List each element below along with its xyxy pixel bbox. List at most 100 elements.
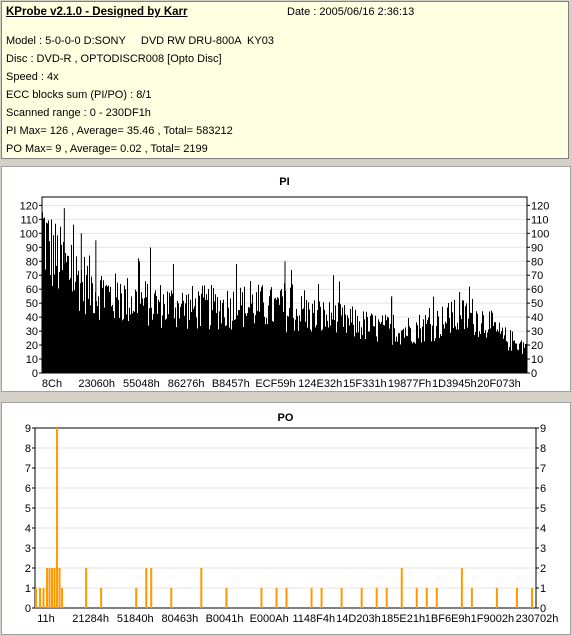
pi-bar-271 (313, 312, 314, 373)
pi-bar-214 (256, 292, 257, 373)
pi-bar-113 (155, 290, 156, 373)
pi-bar-372 (414, 342, 415, 373)
pi-bar-81 (123, 319, 124, 373)
pi-bar-303 (345, 314, 346, 373)
pi-bar-435 (477, 313, 478, 373)
pi-bar-254 (296, 308, 297, 373)
pi-bar-141 (183, 300, 184, 373)
pi-bar-34 (76, 256, 77, 373)
pi-bar-62 (104, 307, 105, 373)
pi-bar-108 (150, 247, 151, 373)
pi-bar-293 (335, 305, 336, 373)
pi-bar-33 (75, 281, 76, 373)
po-xtick-8: 185E21h (381, 613, 425, 625)
pi-bar-249 (291, 269, 292, 373)
pi-bar-442 (484, 333, 485, 373)
pi-bar-101 (143, 305, 144, 373)
pi-bar-184 (226, 325, 227, 373)
pi-bar-295 (337, 321, 338, 373)
pi-bar-426 (468, 318, 469, 373)
pi-bar-238 (280, 290, 281, 373)
pi-bar-371 (413, 341, 414, 373)
pi-bar-75 (117, 282, 118, 373)
pi-bar-170 (212, 310, 213, 373)
po-bar-7 (56, 428, 59, 608)
pi-chart: PI 0 0 10 10 20 20 30 30 40 40 50 50 60 60 70 70 80 80 90 90… (20, 176, 550, 390)
pi-bar-351 (393, 314, 394, 373)
pi-bar-21 (63, 241, 64, 373)
pi-bar-129 (171, 290, 172, 373)
pi-bar-91 (133, 310, 134, 373)
pi-bar-210 (252, 294, 253, 373)
pi-bar-128 (170, 296, 171, 373)
pi-ytick-left-9: 90 (26, 242, 38, 254)
pi-xtick-5: ECF59h (255, 378, 295, 390)
pi-bar-223 (265, 324, 266, 373)
pi-bar-324 (366, 311, 367, 373)
pi-bar-171 (213, 288, 214, 373)
pi-bar-438 (480, 334, 481, 373)
pi-bar-179 (221, 323, 222, 373)
pi-spike-9 (459, 291, 461, 373)
pi-bar-165 (207, 299, 208, 373)
info-ecc: ECC blocks sum (PI/PO) : 8/1 (6, 89, 152, 101)
pi-bar-337 (379, 321, 380, 373)
scan-date: Date : 2005/06/16 2:36:13 (287, 6, 415, 18)
pi-bar-124 (166, 318, 167, 373)
pi-bar-52 (94, 313, 95, 373)
pi-bar-178 (220, 300, 221, 373)
pi-bar-193 (235, 319, 236, 373)
pi-ytick-right-5: 50 (531, 298, 543, 310)
pi-bar-44 (86, 274, 87, 373)
pi-bar-378 (420, 328, 421, 373)
po-xtick-6: 1148F4h (293, 613, 336, 625)
po-xtick-0: 11h (37, 613, 55, 625)
pi-bar-335 (377, 341, 378, 373)
pi-bar-416 (458, 329, 459, 373)
pi-bar-301 (343, 326, 344, 373)
pi-bar-267 (309, 309, 310, 373)
pi-bar-192 (234, 319, 235, 373)
pi-bar-156 (198, 291, 199, 373)
pi-bar-174 (216, 313, 217, 373)
pi-ytick-right-10: 100 (531, 228, 549, 240)
pi-bar-88 (130, 314, 131, 373)
pi-bar-132 (174, 318, 175, 373)
po-ytick-right-3: 3 (540, 543, 546, 555)
pi-bar-475 (517, 349, 518, 373)
pi-bar-365 (407, 336, 408, 373)
pi-bar-217 (259, 311, 260, 373)
po-bar-32 (470, 588, 473, 608)
pi-bar-212 (254, 323, 255, 373)
pi-bar-104 (146, 297, 147, 373)
pi-bar-439 (481, 323, 482, 373)
pi-bar-419 (461, 319, 462, 373)
pi-bar-359 (401, 330, 402, 373)
pi-bar-23 (65, 252, 66, 373)
po-ytick-left-0: 0 (25, 603, 31, 615)
po-bar-0 (35, 588, 37, 608)
pi-bar-415 (457, 322, 458, 373)
pi-bar-59 (101, 275, 102, 373)
pi-bar-202 (244, 286, 245, 373)
pi-bar-327 (369, 331, 370, 373)
pi-bar-117 (159, 301, 160, 373)
po-xtick-7: 14D203h (336, 613, 381, 625)
pi-bar-342 (384, 325, 385, 373)
pi-bar-241 (283, 311, 284, 373)
pi-bar-386 (428, 317, 429, 373)
pi-bar-405 (447, 307, 448, 373)
pi-bar-399 (441, 336, 442, 373)
pi-bar-119 (161, 327, 162, 373)
pi-spike-7 (333, 275, 334, 373)
po-bar-8 (58, 568, 61, 608)
pi-bar-257 (299, 315, 300, 373)
pi-ytick-left-10: 100 (20, 228, 38, 240)
pi-bar-219 (261, 287, 262, 373)
pi-bar-142 (184, 315, 185, 373)
po-bar-27 (400, 568, 403, 608)
pi-bar-200 (242, 292, 243, 373)
pi-bar-109 (151, 307, 152, 373)
pi-bar-282 (324, 309, 325, 373)
pi-bar-379 (421, 342, 422, 373)
